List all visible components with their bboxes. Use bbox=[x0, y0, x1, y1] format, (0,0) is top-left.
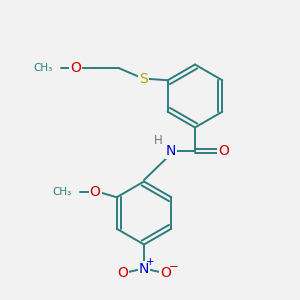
Text: N: N bbox=[139, 262, 149, 276]
Text: CH₃: CH₃ bbox=[53, 187, 72, 197]
Text: O: O bbox=[70, 61, 81, 75]
Text: O: O bbox=[117, 266, 128, 280]
Text: CH₃: CH₃ bbox=[34, 63, 53, 73]
Text: O: O bbox=[90, 185, 101, 199]
Text: S: S bbox=[139, 72, 148, 86]
Text: O: O bbox=[160, 266, 171, 280]
Text: −: − bbox=[169, 260, 179, 273]
Text: +: + bbox=[146, 256, 155, 267]
Text: N: N bbox=[166, 144, 176, 158]
Text: O: O bbox=[218, 144, 229, 158]
Text: H: H bbox=[154, 134, 163, 147]
